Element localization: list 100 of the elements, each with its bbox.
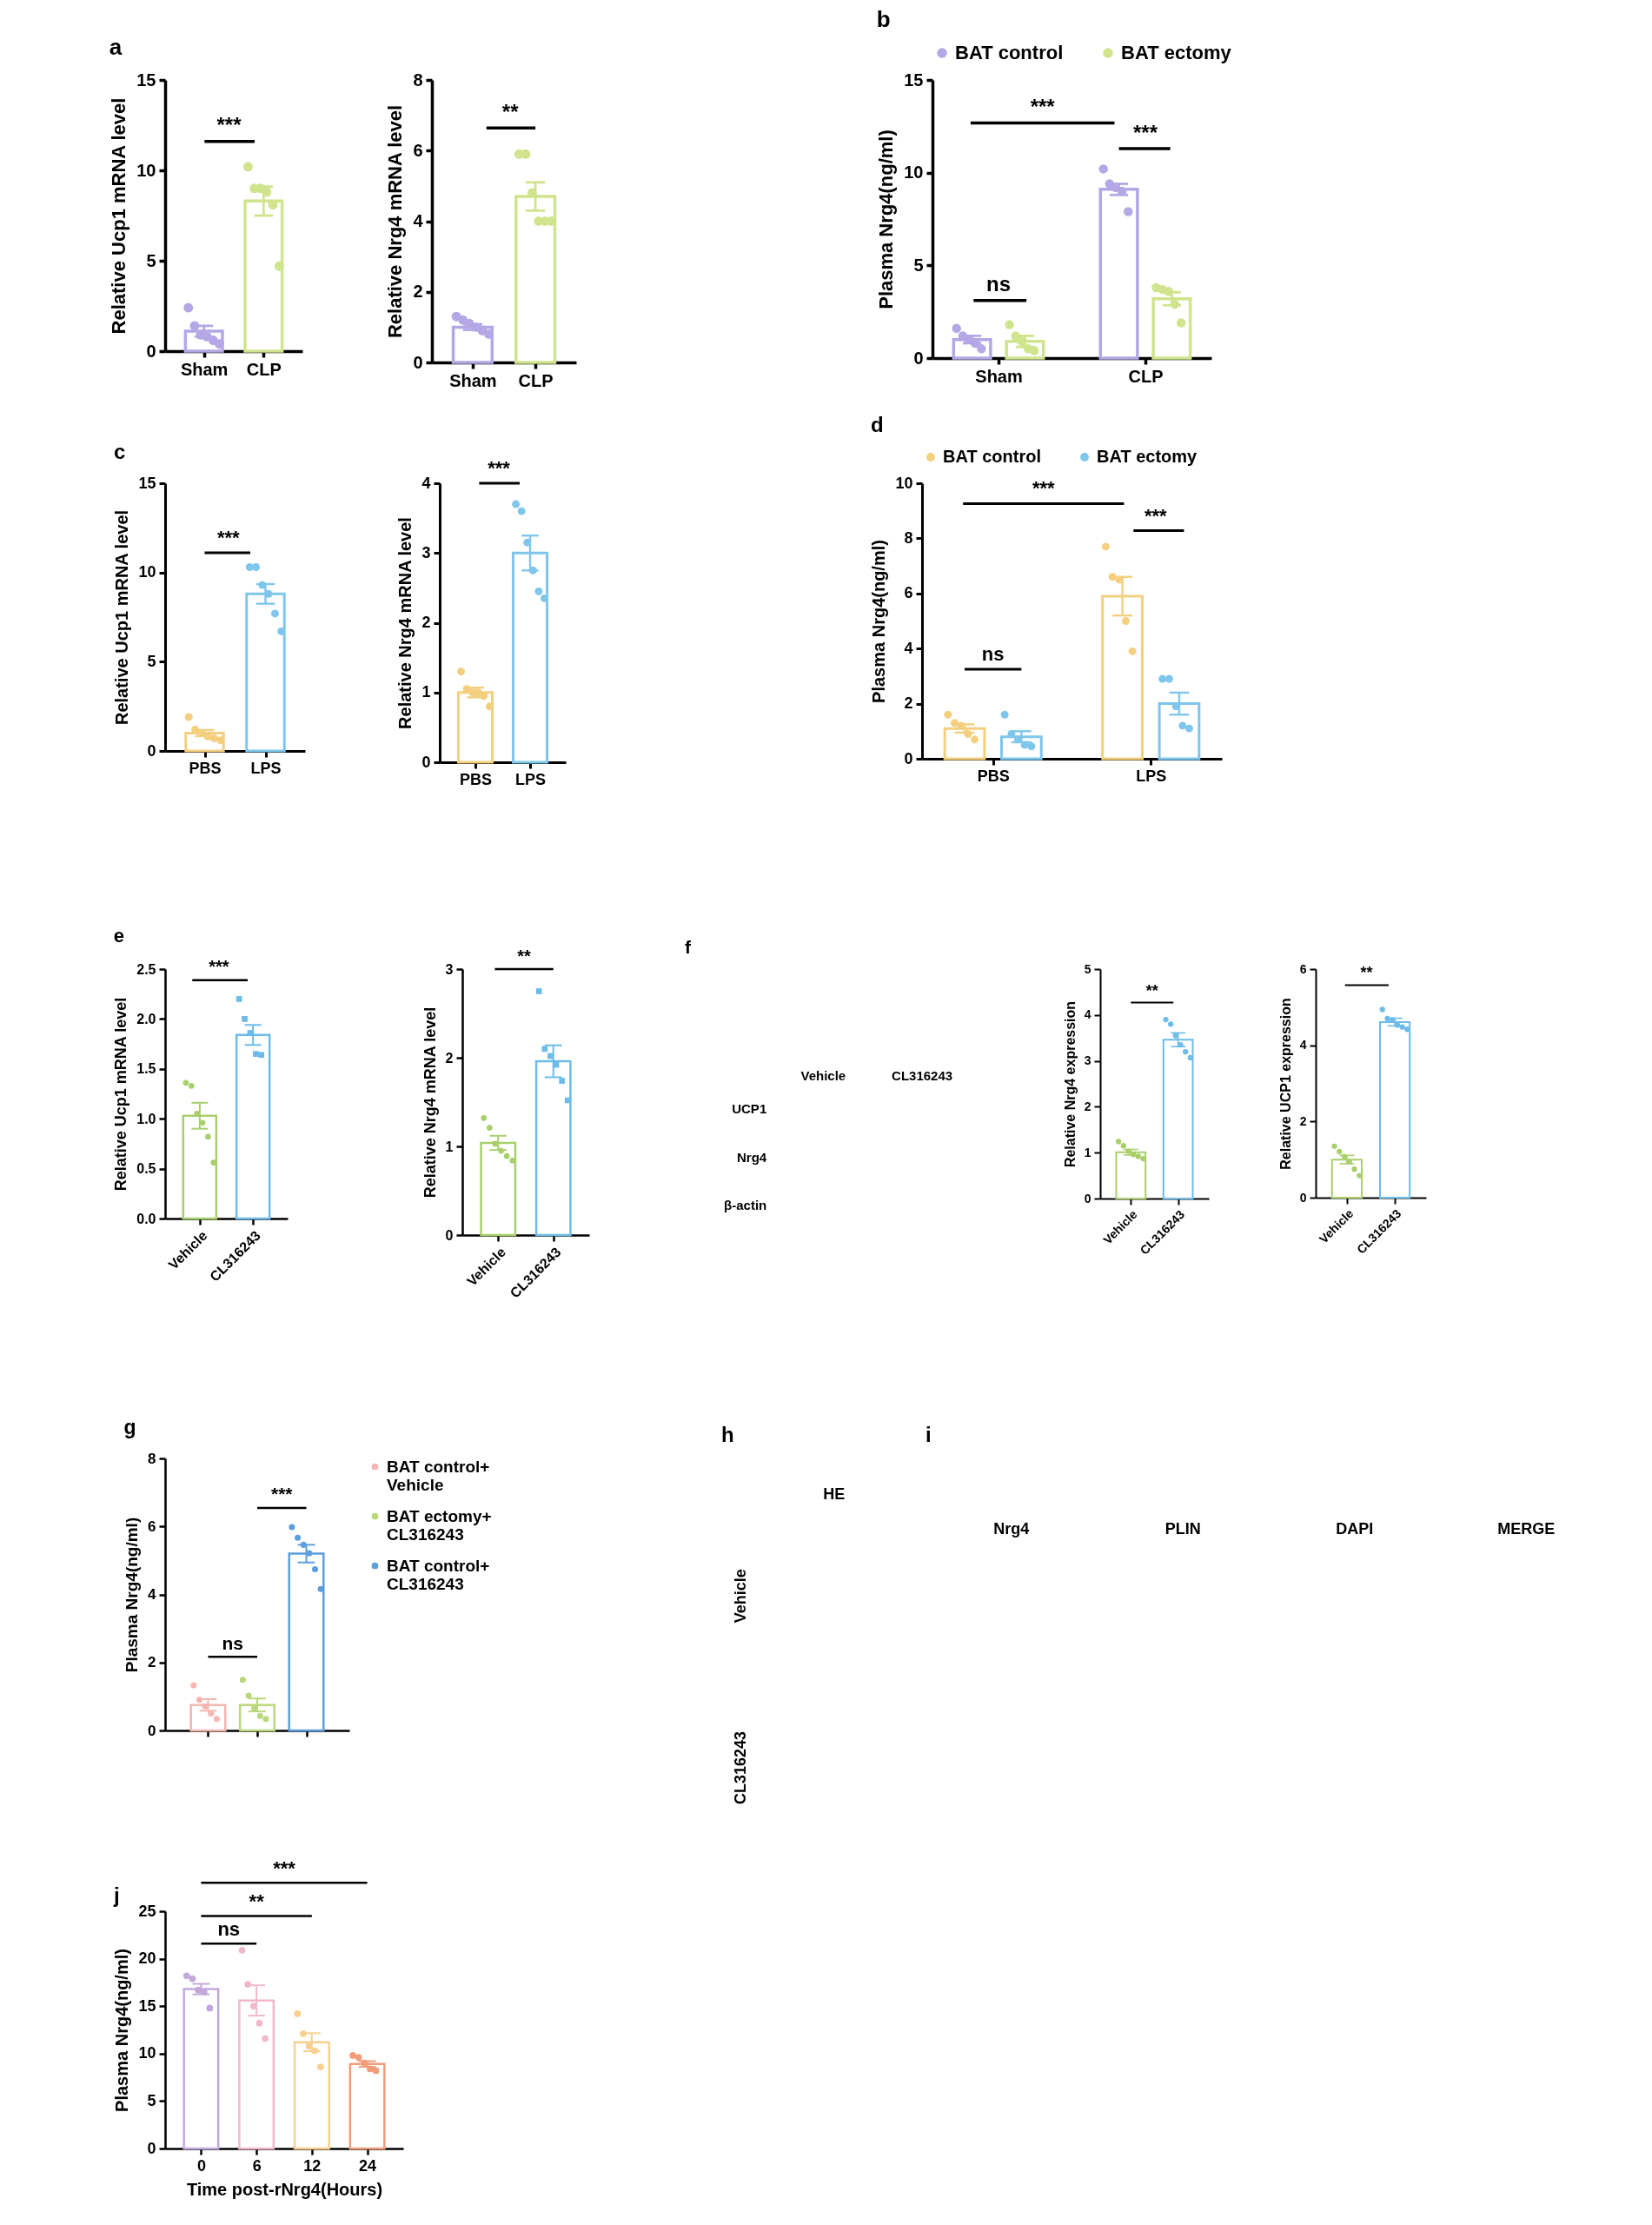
y-tick-label: 2	[445, 1050, 454, 1066]
x-tick-label: LPS	[515, 770, 547, 788]
y-tick-label: 5	[147, 652, 156, 670]
y-tick-label: 1	[1084, 1145, 1091, 1159]
y-axis-title: Plasma Nrg4(ng/ml)	[875, 130, 898, 309]
category-label: Nrg4	[737, 1149, 767, 1165]
text: ***	[273, 1856, 296, 1879]
y-tick-label: 15	[138, 474, 156, 492]
y-tick-label: 10	[895, 474, 913, 492]
y-axis-title: Relative Nrg4 mRNA level	[384, 104, 407, 339]
legend-label: BAT control+ CL316243	[387, 1556, 490, 1593]
chart-title: b	[876, 6, 891, 32]
y-tick-label: 6	[148, 1518, 156, 1535]
annotation: **	[1360, 964, 1373, 982]
y-tick-label: 5	[147, 2091, 156, 2109]
x-tick-label: Sham	[975, 366, 1023, 386]
annotation: **	[501, 99, 520, 123]
y-tick-label: 4	[904, 639, 913, 657]
y-tick-label: 0	[147, 741, 156, 760]
y-axis-title: Plasma Nrg4(ng/ml)	[123, 1517, 142, 1673]
x-tick-label: CLP	[1128, 366, 1164, 386]
y-tick-label: 5	[146, 250, 156, 270]
y-tick-label: 0.0	[136, 1211, 156, 1226]
y-tick-label: 8	[904, 528, 913, 547]
x-tick-label: 0	[196, 2156, 206, 2175]
x-tick-label: CLP	[518, 370, 554, 390]
y-tick-label: 2	[1299, 1113, 1307, 1128]
y-axis-title: Relative Nrg4 mRNA level	[421, 1006, 439, 1199]
x-tick-label: PBS	[189, 759, 222, 777]
chart-title: d	[870, 413, 884, 436]
x-tick-label: 24	[359, 2156, 377, 2175]
y-tick-label: 2	[148, 1654, 156, 1671]
y-tick-label: 4	[148, 1586, 157, 1603]
annotation: ***	[1144, 504, 1168, 527]
annotation: ***	[1032, 477, 1056, 500]
y-tick-label: 0	[1084, 1191, 1091, 1205]
legend-label: BAT ectomy+ CL316243	[387, 1506, 492, 1544]
y-tick-label: 15	[138, 1996, 156, 2015]
x-tick-label: 12	[303, 2156, 322, 2175]
x-tick-label: Sham	[180, 359, 229, 379]
annotation: **	[249, 1890, 265, 1912]
y-axis-title: Relative Nrg4 mRNA level	[395, 517, 415, 729]
x-tick-label: LPS	[1136, 767, 1167, 785]
text: h	[721, 1423, 734, 1446]
x-tick-label: PBS	[459, 770, 492, 788]
y-tick-label: 1	[445, 1139, 454, 1154]
x-tick-label: Sham	[449, 370, 497, 390]
y-tick-label: 2	[904, 694, 913, 713]
legend-label: BAT control+ Vehicle	[387, 1457, 490, 1494]
annotation: ***	[209, 957, 229, 977]
y-tick-label: 10	[138, 563, 156, 581]
y-tick-label: 0	[147, 2139, 156, 2157]
y-tick-label: 5	[1084, 961, 1091, 976]
chart-title: a	[109, 34, 123, 60]
chart-title: j	[112, 1883, 120, 1907]
y-tick-label: 6	[904, 584, 913, 602]
chart-title: c	[113, 440, 126, 463]
y-axis-title: Relative UCP1 expression	[1277, 998, 1293, 1170]
y-tick-label: 1	[421, 683, 431, 701]
annotation: ns	[217, 1917, 241, 1940]
y-tick-label: 0.5	[136, 1161, 156, 1177]
y-tick-label: 8	[148, 1450, 156, 1467]
y-tick-label: 10	[904, 163, 924, 183]
chart-title: e	[113, 925, 125, 947]
annotation: ***	[1132, 120, 1158, 144]
x-tick-label: LPS	[250, 759, 282, 777]
category-label: UCP1	[732, 1101, 767, 1117]
y-tick-label: 15	[136, 70, 156, 90]
annotation: ***	[1030, 95, 1056, 119]
bar	[348, 2062, 386, 2150]
y-tick-label: 0	[148, 1722, 156, 1739]
text: ***	[488, 457, 511, 479]
y-tick-label: 0	[146, 341, 156, 361]
y-tick-label: 10	[136, 160, 156, 180]
y-tick-label: 1.5	[136, 1061, 156, 1077]
y-tick-label: 6	[1299, 961, 1307, 976]
category-label: PLIN	[1164, 1520, 1201, 1538]
y-tick-label: 2	[413, 282, 423, 302]
category-label: DAPI	[1336, 1520, 1374, 1538]
y-axis-title: Relative Ucp1 mRNA level	[112, 509, 132, 726]
category-label: CL316243	[731, 1731, 749, 1805]
y-tick-label: 1.0	[136, 1111, 156, 1126]
category-label: Vehicle	[731, 1569, 749, 1624]
x-tick-label: 6	[252, 2156, 262, 2175]
annotation: **	[1145, 981, 1158, 1000]
legend-label: BAT ectomy	[1097, 447, 1198, 466]
y-tick-label: 25	[138, 1902, 156, 1920]
y-tick-label: 3	[421, 543, 431, 561]
bar	[182, 1988, 220, 2150]
category-label: MERGE	[1497, 1520, 1556, 1538]
y-tick-label: 8	[413, 70, 423, 90]
category-label: HE	[823, 1485, 846, 1504]
y-axis-title: Plasma Nrg4(ng/ml)	[112, 1949, 132, 2112]
y-tick-label: 0	[1299, 1190, 1307, 1205]
annotation: ***	[271, 1484, 294, 1504]
y-axis-title: Relative Ucp1 mRNA level	[112, 997, 130, 1192]
y-axis-title: Relative Ucp1 mRNA level	[108, 97, 130, 335]
annotation: ***	[216, 527, 241, 549]
category-label: β-actin	[724, 1198, 767, 1213]
x-axis-title: Time post-rNrg4(Hours)	[186, 2179, 383, 2199]
